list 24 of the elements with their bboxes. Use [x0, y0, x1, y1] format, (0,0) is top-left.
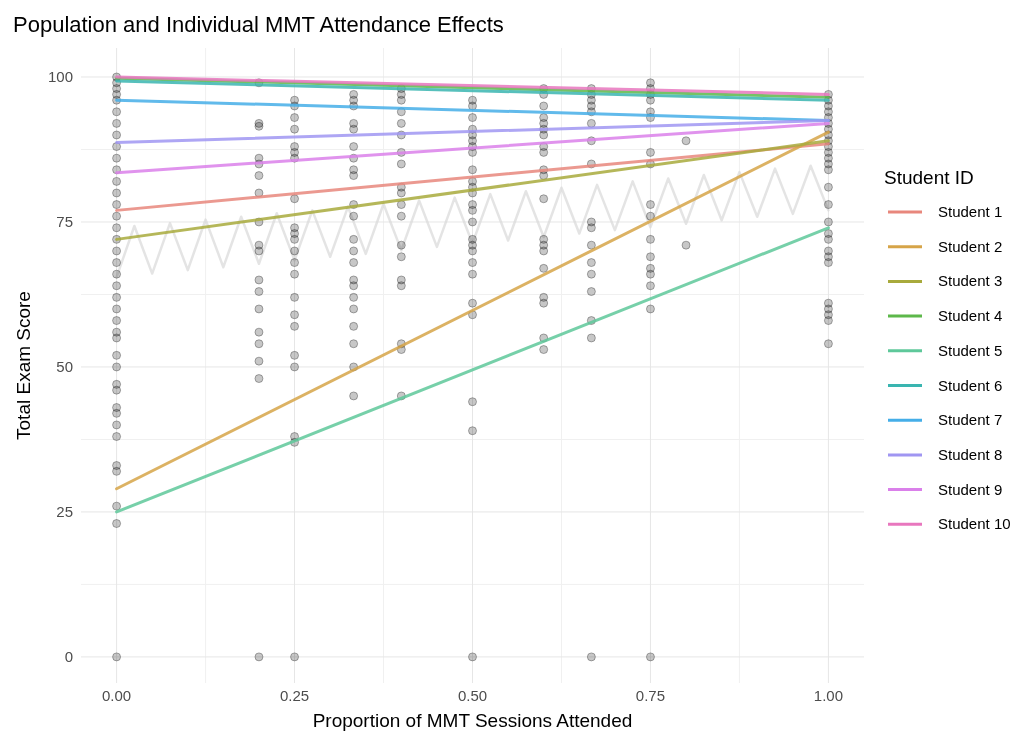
legend-title: Student ID [884, 167, 974, 188]
legend-label: Student 6 [938, 376, 1003, 394]
y-tick-label: 100 [47, 68, 73, 85]
legend-label: Student 7 [938, 411, 1003, 429]
x-tick-label: 0.75 [635, 687, 666, 704]
y-tick-label: 75 [56, 212, 73, 230]
chart-title: Population and Individual MMT Attendance Effects [13, 12, 504, 37]
y-tick-label: 0 [64, 647, 73, 665]
x-tick-label: 0.00 [101, 687, 132, 704]
legend-label: Student 5 [938, 341, 1003, 359]
x-tick-label: 0.50 [457, 687, 488, 704]
x-axis-title: Proportion of MMT Sessions Attended [312, 710, 633, 731]
legend-label: Student 4 [938, 307, 1003, 325]
x-tick-label: 1.00 [813, 687, 844, 704]
legend-label: Student 3 [938, 272, 1003, 290]
legend-label: Student 9 [938, 480, 1003, 498]
x-tick-label: 0.25 [279, 687, 310, 704]
y-tick-label: 25 [56, 502, 73, 520]
legend-label: Student 1 [938, 203, 1003, 220]
y-tick-label: 50 [56, 357, 73, 375]
legend-label: Student 10 [938, 515, 1011, 533]
legend-label: Student 2 [938, 237, 1003, 255]
y-axis-title: Total Exam Score [13, 291, 34, 440]
legend-label: Student 8 [938, 445, 1003, 463]
